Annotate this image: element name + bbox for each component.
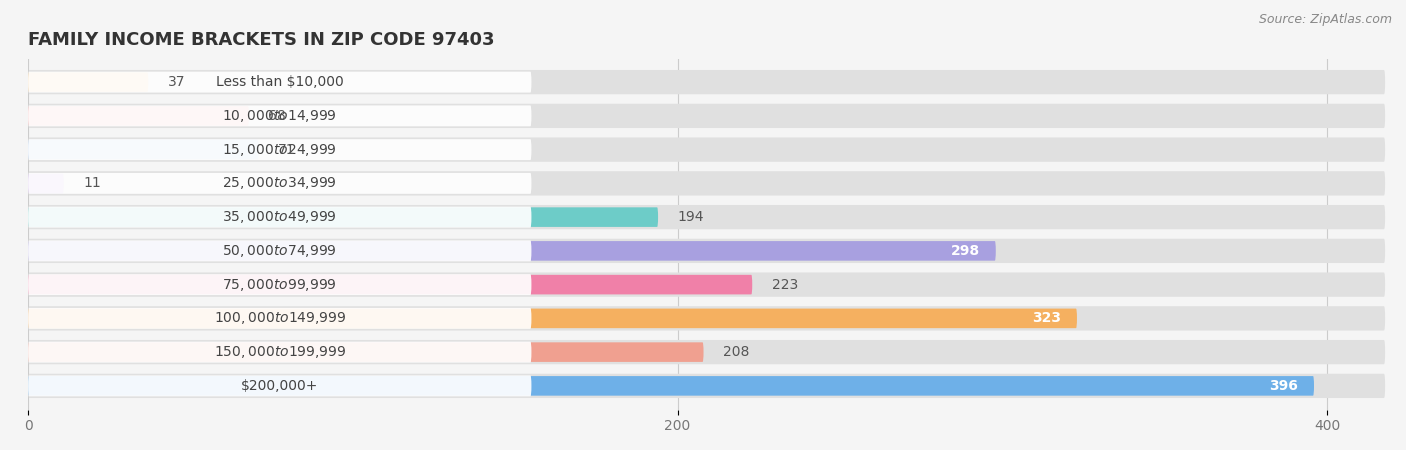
FancyBboxPatch shape — [28, 275, 752, 294]
FancyBboxPatch shape — [28, 274, 531, 295]
Text: $25,000 to $34,999: $25,000 to $34,999 — [222, 176, 337, 191]
FancyBboxPatch shape — [28, 241, 995, 261]
FancyBboxPatch shape — [28, 238, 1385, 263]
FancyBboxPatch shape — [28, 309, 1077, 328]
FancyBboxPatch shape — [28, 308, 531, 329]
FancyBboxPatch shape — [28, 240, 531, 261]
FancyBboxPatch shape — [28, 105, 531, 126]
Text: $35,000 to $49,999: $35,000 to $49,999 — [222, 209, 337, 225]
FancyBboxPatch shape — [28, 137, 1385, 162]
FancyBboxPatch shape — [28, 342, 703, 362]
Text: $100,000 to $149,999: $100,000 to $149,999 — [214, 310, 346, 326]
Text: 37: 37 — [167, 75, 186, 89]
Text: 71: 71 — [278, 143, 295, 157]
FancyBboxPatch shape — [28, 72, 148, 92]
Text: $75,000 to $99,999: $75,000 to $99,999 — [222, 277, 337, 292]
Text: 194: 194 — [678, 210, 704, 224]
FancyBboxPatch shape — [28, 376, 1315, 396]
Text: $50,000 to $74,999: $50,000 to $74,999 — [222, 243, 337, 259]
FancyBboxPatch shape — [28, 375, 531, 396]
Text: 68: 68 — [269, 109, 287, 123]
FancyBboxPatch shape — [28, 106, 249, 126]
FancyBboxPatch shape — [28, 340, 1385, 364]
FancyBboxPatch shape — [28, 207, 658, 227]
FancyBboxPatch shape — [28, 104, 1385, 128]
FancyBboxPatch shape — [28, 139, 531, 160]
FancyBboxPatch shape — [28, 70, 1385, 94]
Text: Source: ZipAtlas.com: Source: ZipAtlas.com — [1258, 14, 1392, 27]
Text: $200,000+: $200,000+ — [240, 379, 319, 393]
Text: $10,000 to $14,999: $10,000 to $14,999 — [222, 108, 337, 124]
FancyBboxPatch shape — [28, 207, 531, 228]
FancyBboxPatch shape — [28, 140, 259, 159]
Text: $15,000 to $24,999: $15,000 to $24,999 — [222, 142, 337, 158]
FancyBboxPatch shape — [28, 72, 531, 93]
FancyBboxPatch shape — [28, 174, 63, 193]
FancyBboxPatch shape — [28, 173, 531, 194]
Text: $150,000 to $199,999: $150,000 to $199,999 — [214, 344, 346, 360]
FancyBboxPatch shape — [28, 272, 1385, 297]
Text: 208: 208 — [723, 345, 749, 359]
FancyBboxPatch shape — [28, 342, 531, 363]
Text: 223: 223 — [772, 278, 799, 292]
FancyBboxPatch shape — [28, 205, 1385, 229]
Text: FAMILY INCOME BRACKETS IN ZIP CODE 97403: FAMILY INCOME BRACKETS IN ZIP CODE 97403 — [28, 31, 495, 49]
Text: 298: 298 — [950, 244, 980, 258]
FancyBboxPatch shape — [28, 374, 1385, 398]
Text: 11: 11 — [83, 176, 101, 190]
FancyBboxPatch shape — [28, 171, 1385, 195]
Text: 396: 396 — [1268, 379, 1298, 393]
Text: 323: 323 — [1032, 311, 1060, 325]
FancyBboxPatch shape — [28, 306, 1385, 330]
Text: Less than $10,000: Less than $10,000 — [217, 75, 343, 89]
